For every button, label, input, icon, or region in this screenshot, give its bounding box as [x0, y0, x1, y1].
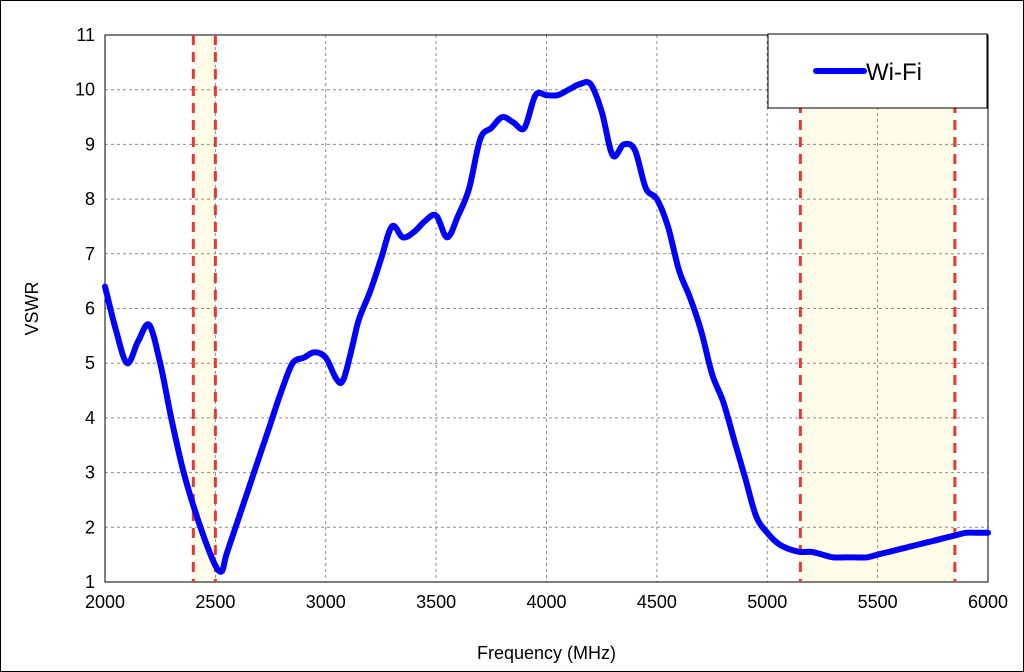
y-tick-label: 1	[85, 572, 95, 592]
y-tick-label: 7	[85, 244, 95, 264]
y-tick-label: 2	[85, 517, 95, 537]
legend-box	[767, 33, 988, 109]
y-tick-label: 5	[85, 353, 95, 373]
series-line-wi-fi	[102, 79, 991, 575]
y-tick-label: 6	[85, 299, 95, 319]
plot-area-border	[104, 34, 989, 583]
y-tick-label: 11	[76, 25, 95, 45]
y-tick-label: 3	[85, 463, 95, 483]
x-tick-label: 3500	[416, 592, 456, 612]
x-tick-label: 4500	[637, 592, 677, 612]
y-tick-label: 9	[85, 134, 95, 154]
x-tick-label: 2000	[85, 592, 125, 612]
y-axis-title: VSWR	[22, 281, 42, 335]
band-edge-lines	[191, 35, 957, 582]
series-layer	[102, 79, 991, 575]
band-region-0	[193, 35, 216, 582]
legend: Wi-Fi	[767, 33, 988, 109]
legend-label: Wi-Fi	[866, 59, 922, 86]
x-tick-label: 3000	[306, 592, 346, 612]
y-tick-label: 8	[85, 189, 95, 209]
y-tick-label: 4	[85, 408, 95, 428]
x-tick-label: 5000	[747, 592, 787, 612]
x-tick-label: 5500	[858, 592, 898, 612]
x-tick-labels: 2000 2500 3000 3500 4000 4500 5000 5500 6000	[85, 592, 1008, 612]
y-tick-label: 10	[75, 80, 95, 100]
y-tick-labels: 1 2 3 4 5 6 7 8 9 10 11	[75, 25, 95, 592]
x-tick-label: 6000	[968, 592, 1008, 612]
x-axis-title: Frequency (MHz)	[477, 643, 616, 663]
x-tick-label: 2500	[195, 592, 235, 612]
x-tick-label: 4000	[526, 592, 566, 612]
